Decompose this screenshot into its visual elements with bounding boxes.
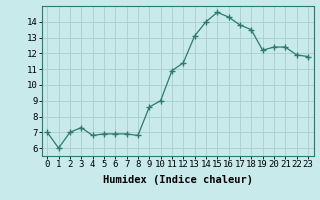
X-axis label: Humidex (Indice chaleur): Humidex (Indice chaleur)	[103, 175, 252, 185]
